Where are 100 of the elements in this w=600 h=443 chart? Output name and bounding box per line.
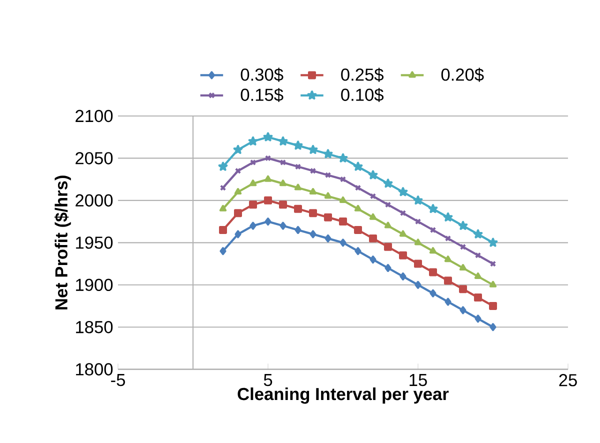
point	[488, 302, 497, 310]
point	[459, 264, 467, 271]
point	[414, 238, 422, 246]
point	[444, 298, 452, 306]
point	[338, 218, 348, 226]
point	[310, 168, 316, 174]
x-tick-label: 25	[559, 374, 577, 386]
point	[399, 230, 407, 237]
y-axis-title: Net Profit ($/hrs)	[54, 176, 71, 310]
point	[414, 260, 422, 268]
point	[384, 202, 392, 208]
point	[220, 247, 226, 256]
y-tick-label: 1900	[76, 278, 113, 292]
point	[264, 218, 272, 226]
point	[370, 256, 376, 264]
point	[250, 159, 256, 166]
point	[233, 145, 243, 154]
legend-label: 0.10$	[341, 88, 384, 102]
point	[280, 222, 286, 230]
point	[218, 162, 228, 171]
point	[460, 306, 466, 314]
point	[294, 164, 302, 170]
point	[490, 323, 496, 332]
y-tick-label: 2100	[76, 110, 113, 122]
point	[430, 289, 436, 298]
point	[443, 212, 453, 222]
point	[278, 136, 288, 146]
point	[429, 247, 437, 254]
y-tick-label: 2000	[76, 194, 113, 207]
point	[458, 221, 468, 230]
point	[324, 172, 332, 178]
point	[278, 200, 287, 209]
point	[444, 256, 452, 262]
point	[294, 205, 302, 214]
point	[354, 205, 362, 212]
point	[398, 187, 408, 196]
point	[354, 247, 362, 256]
point	[323, 149, 333, 158]
point	[248, 136, 258, 146]
point	[324, 234, 332, 243]
point	[369, 234, 378, 243]
point	[234, 188, 242, 195]
point	[294, 226, 302, 234]
legend-label: 0.30$	[240, 68, 284, 82]
point	[444, 276, 452, 285]
point	[384, 264, 392, 272]
point	[400, 210, 406, 216]
point	[309, 209, 318, 218]
point	[474, 314, 482, 323]
point	[263, 132, 273, 142]
x-tick-label: -5	[111, 374, 125, 386]
point	[398, 251, 408, 260]
point	[324, 192, 332, 199]
point	[249, 180, 257, 186]
point	[324, 213, 332, 222]
point	[473, 230, 483, 239]
point	[219, 226, 228, 234]
legend-label: 0.15$	[240, 88, 284, 102]
point	[370, 193, 376, 200]
x-tick-label: 5	[264, 374, 272, 386]
point	[310, 230, 316, 238]
point	[338, 154, 348, 163]
point	[353, 162, 363, 171]
point	[309, 188, 317, 195]
point	[340, 238, 346, 247]
point	[234, 209, 242, 218]
legend-label: 0.25$	[341, 68, 384, 82]
y-tick-label: 1800	[76, 363, 113, 376]
x-tick-label: 15	[410, 374, 427, 386]
y-tick-label: 1950	[76, 236, 113, 249]
point	[219, 205, 227, 212]
y-tick-label: 2050	[76, 152, 113, 165]
point	[430, 227, 436, 234]
point	[234, 168, 242, 174]
point	[279, 180, 287, 186]
point	[413, 196, 423, 205]
point	[264, 196, 272, 205]
point	[414, 281, 422, 290]
point	[489, 281, 497, 288]
point	[308, 145, 318, 154]
point	[369, 213, 377, 220]
point	[340, 176, 346, 183]
point	[474, 272, 482, 280]
y-tick-label: 1850	[76, 321, 113, 334]
point	[339, 196, 347, 204]
point	[428, 268, 437, 276]
point	[384, 222, 392, 228]
point	[264, 155, 272, 162]
point	[383, 178, 393, 188]
point	[460, 244, 466, 250]
legend-label: 0.20$	[441, 68, 484, 82]
point	[249, 200, 258, 209]
point	[354, 184, 362, 192]
point	[354, 226, 362, 234]
point	[414, 218, 422, 225]
point	[428, 204, 438, 214]
point	[234, 230, 242, 238]
point	[368, 170, 378, 180]
point	[264, 175, 272, 182]
point	[280, 159, 286, 166]
